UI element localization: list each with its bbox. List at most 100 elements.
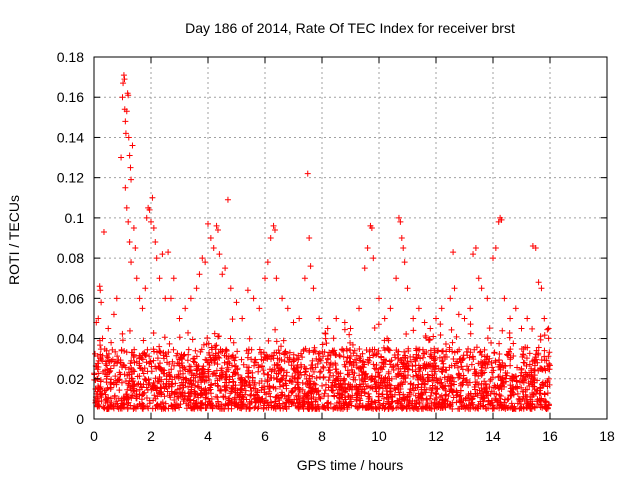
data-point-baseline	[305, 377, 312, 384]
data-point-baseline	[104, 398, 111, 405]
data-point-baseline	[427, 363, 434, 370]
data-point-baseline	[223, 347, 230, 354]
x-tick-label: 10	[371, 428, 387, 444]
data-point-baseline	[337, 377, 344, 384]
data-point-baseline	[218, 401, 225, 408]
data-point-baseline	[477, 369, 484, 376]
data-point-baseline	[229, 373, 236, 380]
data-point-baseline	[191, 388, 198, 395]
data-point-baseline	[164, 388, 171, 395]
data-point-baseline	[233, 363, 240, 370]
data-point-baseline	[223, 382, 230, 389]
data-point-baseline	[371, 398, 378, 405]
data-point-baseline	[223, 353, 230, 360]
data-point-baseline	[337, 353, 344, 360]
data-point-baseline	[504, 369, 511, 376]
data-point-baseline	[368, 376, 375, 383]
data-point-baseline	[217, 386, 224, 393]
data-point-baseline	[299, 403, 306, 410]
data-point-baseline	[302, 369, 309, 376]
data-point-baseline	[478, 352, 485, 359]
y-tick-label: 0.1	[65, 210, 85, 226]
data-point-baseline	[413, 372, 420, 379]
data-point-baseline	[104, 354, 111, 361]
data-point-baseline	[516, 379, 523, 386]
data-point	[121, 76, 128, 83]
data-point	[410, 315, 417, 322]
data-point-baseline	[456, 356, 463, 363]
data-point-baseline	[531, 404, 538, 411]
data-point-baseline	[310, 368, 317, 375]
data-point-baseline	[350, 359, 357, 366]
data-point-baseline	[312, 386, 319, 393]
data-point-baseline	[119, 363, 126, 370]
data-point-baseline	[150, 329, 157, 336]
y-tick-label: 0.04	[57, 331, 84, 347]
data-point-baseline	[428, 354, 435, 361]
data-point-baseline	[385, 337, 392, 344]
data-point-baseline	[193, 370, 200, 377]
data-point-baseline	[347, 353, 354, 360]
grid-layer	[94, 57, 607, 419]
data-point-baseline	[384, 384, 391, 391]
data-point-baseline	[347, 339, 354, 346]
data-point	[139, 305, 146, 312]
data-point	[472, 245, 479, 252]
data-point-baseline	[214, 394, 221, 401]
data-point	[196, 271, 203, 278]
data-point	[475, 275, 482, 282]
data-point-baseline	[485, 358, 492, 365]
data-point-baseline	[356, 355, 363, 362]
data-point	[415, 305, 422, 312]
data-point-baseline	[487, 378, 494, 385]
data-point	[492, 245, 499, 252]
data-point-baseline	[348, 386, 355, 393]
data-point-baseline	[176, 404, 183, 411]
data-point	[219, 271, 226, 278]
data-point-baseline	[248, 356, 255, 363]
data-point-baseline	[106, 358, 113, 365]
data-point-baseline	[457, 382, 464, 389]
data-point-baseline	[542, 367, 549, 374]
data-point-baseline	[257, 398, 264, 405]
data-point	[438, 305, 445, 312]
y-tick-label: 0.14	[57, 129, 84, 145]
data-point	[162, 295, 169, 302]
data-point-baseline	[373, 361, 380, 368]
data-point	[324, 325, 331, 332]
data-point-baseline	[332, 381, 339, 388]
data-point-baseline	[111, 393, 118, 400]
data-point-baseline	[137, 354, 144, 361]
data-point-baseline	[332, 404, 339, 411]
data-point-baseline	[385, 394, 392, 401]
data-point-baseline	[483, 390, 490, 397]
data-point-baseline	[168, 366, 175, 373]
data-point-baseline	[523, 355, 530, 362]
data-point-baseline	[535, 344, 542, 351]
data-point-baseline	[332, 362, 339, 369]
data-point-baseline	[484, 335, 491, 342]
data-point-baseline	[213, 393, 220, 400]
data-point-baseline	[282, 404, 289, 411]
data-point	[127, 164, 134, 171]
data-point-baseline	[467, 405, 474, 412]
data-point-baseline	[371, 365, 378, 372]
data-point-baseline	[129, 392, 136, 399]
data-point-baseline	[161, 334, 168, 341]
data-point-baseline	[409, 367, 416, 374]
y-tick-label: 0	[76, 411, 84, 427]
data-point-baseline	[124, 405, 131, 412]
data-point-baseline	[105, 369, 112, 376]
data-point	[156, 275, 163, 282]
data-point-baseline	[269, 366, 276, 373]
data-point-baseline	[221, 359, 228, 366]
data-point-baseline	[238, 396, 245, 403]
data-point-baseline	[330, 387, 337, 394]
data-point-baseline	[187, 367, 194, 374]
data-point-baseline	[248, 388, 255, 395]
data-point-baseline	[401, 397, 408, 404]
data-point-baseline	[505, 351, 512, 358]
data-point-baseline	[365, 398, 372, 405]
data-point-baseline	[245, 369, 252, 376]
data-point	[541, 315, 548, 322]
